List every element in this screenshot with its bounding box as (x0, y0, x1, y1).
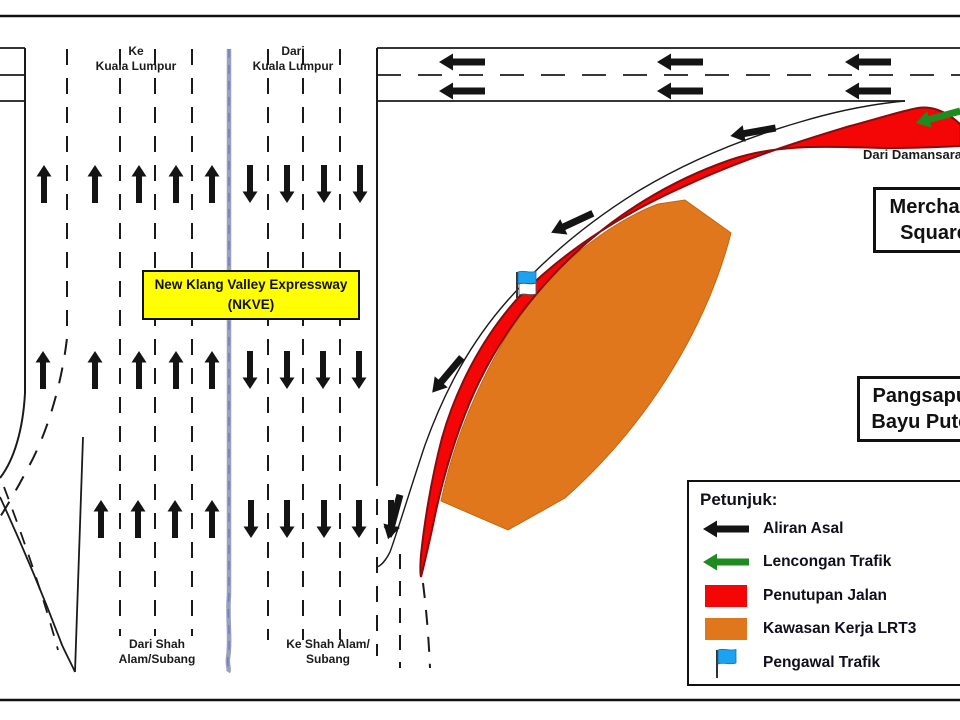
flow-arrow-up (93, 500, 109, 538)
legend-item-penutupan-jalan: Penutupan Jalan (689, 579, 960, 613)
black-arrow-icon (689, 519, 763, 539)
legend-item-pengawal-trafik: Pengawal Trafik (689, 646, 960, 680)
label-dari-shah-alam: Dari Shah Alam/Subang (118, 637, 196, 666)
flow-arrow-up (167, 500, 183, 538)
flow-arrow-up (131, 351, 147, 389)
flow-arrow-up (130, 500, 146, 538)
legend-item-label: Lencongan Trafik (763, 553, 892, 571)
flow-arrow-down (351, 500, 367, 538)
legend-item-kawasan-kerja: Kawasan Kerja LRT3 (689, 613, 960, 647)
flow-arrow-up (168, 165, 184, 203)
traffic-marshal-flag-icon (516, 270, 537, 298)
flow-arrow-left (657, 82, 703, 100)
flow-arrow-down (243, 500, 259, 538)
label-dari-damansara: Dari Damansara (863, 147, 960, 162)
legend-box: Petunjuk: Aliran Asal Lencongan Trafik P… (687, 480, 960, 686)
flow-arrow-left (845, 82, 891, 100)
nkve-road (0, 48, 378, 673)
flow-arrow-left (439, 53, 485, 71)
top-road (377, 47, 960, 102)
flow-arrow-up (204, 351, 220, 389)
flow-arrow-down (316, 500, 332, 538)
flow-arrow-down (316, 165, 332, 203)
flow-arrow-up (204, 500, 220, 538)
flow-arrow-left (439, 82, 485, 100)
top-road-left-stub (0, 47, 25, 102)
flow-arrow-left (657, 53, 703, 71)
flow-arrow-left (845, 53, 891, 71)
flow-arrow-up (87, 165, 103, 203)
orange-workarea-swatch-icon (689, 618, 763, 641)
flow-arrow-up (87, 351, 103, 389)
work-area (440, 199, 732, 531)
legend-title: Petunjuk: (700, 490, 778, 509)
red-closure-swatch-icon (689, 584, 763, 607)
green-arrow-icon (689, 552, 763, 572)
legend-item-label: Kawasan Kerja LRT3 (763, 620, 917, 638)
merchant-square-box: Merchant Square (873, 187, 960, 253)
label-dari-kuala-lumpur: Dari Kuala Lumpur (252, 44, 334, 73)
flow-arrow-up (204, 165, 220, 203)
legend-item-label: Penutupan Jalan (763, 586, 888, 604)
flow-arrow-up (35, 351, 51, 389)
legend-item-aliran-asal: Aliran Asal (689, 512, 960, 546)
flow-arrow-down (315, 351, 331, 389)
flow-arrow-up (36, 165, 52, 203)
legend-item-label: Pengawal Trafik (763, 653, 881, 671)
pangsapuri-bayu-puteri-box: Pangsapuri Bayu Puteri (857, 376, 960, 442)
legend-item-label: Aliran Asal (763, 519, 844, 537)
legend-item-lencongan-trafik: Lencongan Trafik (689, 546, 960, 580)
label-ke-kuala-lumpur: Ke Kuala Lumpur (95, 44, 177, 73)
flow-arrow-down (279, 165, 295, 203)
flow-arrow-down (279, 500, 295, 538)
closure-band (419, 106, 960, 578)
ramp-flow-arrow (379, 492, 409, 542)
flow-arrow-down (242, 351, 258, 389)
median-line (225, 49, 232, 674)
flow-arrow-down (279, 351, 295, 389)
ramp-flow-arrow (547, 205, 597, 241)
flow-arrow-down (352, 165, 368, 203)
flow-arrow-down (351, 351, 367, 389)
ramp-flow-arrow (728, 119, 778, 145)
nkve-label-box: New Klang Valley Expressway (NKVE) (142, 270, 360, 320)
flow-arrow-up (131, 165, 147, 203)
blue-flag-icon (689, 647, 763, 679)
flow-arrow-up (168, 351, 184, 389)
label-ke-shah-alam: Ke Shah Alam/ Subang (286, 637, 370, 666)
flow-arrow-down (242, 165, 258, 203)
